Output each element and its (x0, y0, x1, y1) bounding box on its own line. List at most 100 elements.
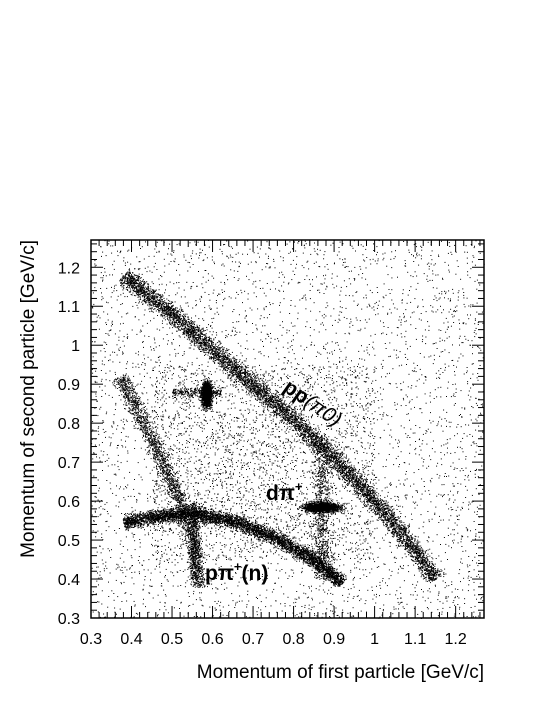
scatter-point (422, 440, 424, 442)
scatter-point (348, 458, 350, 460)
scatter-point (259, 441, 261, 443)
scatter-point (410, 275, 412, 277)
scatter-point (312, 538, 314, 540)
scatter-point (225, 450, 227, 452)
scatter-point (105, 561, 107, 563)
scatter-point (216, 484, 218, 486)
scatter-point (94, 496, 96, 498)
scatter-point (460, 538, 462, 540)
scatter-point (453, 310, 455, 312)
scatter-point (474, 556, 476, 558)
scatter-point (465, 467, 467, 469)
scatter-point (436, 396, 438, 398)
scatter-point (346, 490, 348, 492)
scatter-point (365, 569, 367, 571)
scatter-point (190, 456, 192, 458)
scatter-point (202, 540, 203, 542)
scatter-point (161, 283, 163, 285)
scatter-point (133, 616, 135, 618)
scatter-point (152, 311, 154, 313)
scatter-point (453, 315, 455, 317)
scatter-point (219, 248, 221, 250)
scatter-point (103, 421, 105, 423)
scatter-point (350, 403, 352, 405)
scatter-point (245, 533, 247, 535)
scatter-point (247, 594, 249, 596)
scatter-point (187, 261, 189, 263)
scatter-point (338, 318, 340, 320)
scatter-point (103, 311, 105, 313)
scatter-point (237, 417, 239, 419)
scatter-point (101, 389, 103, 391)
scatter-point (474, 470, 476, 471)
scatter-point (357, 405, 358, 407)
scatter-point (227, 374, 229, 376)
scatter-point (130, 294, 132, 295)
scatter-point (444, 587, 446, 589)
scatter-point (180, 382, 182, 384)
scatter-point (138, 526, 140, 528)
scatter-point (357, 366, 358, 367)
scatter-point (232, 247, 233, 249)
scatter-point (350, 542, 351, 544)
scatter-point (237, 433, 239, 435)
scatter-point (280, 519, 282, 521)
scatter-point (427, 541, 429, 543)
scatter-point (412, 496, 413, 498)
scatter-point (100, 577, 102, 578)
scatter-point (205, 509, 207, 511)
scatter-point (414, 432, 416, 434)
scatter-point (135, 612, 137, 614)
scatter-point (225, 275, 227, 276)
scatter-point (416, 255, 418, 257)
scatter-point (344, 527, 345, 529)
scatter-point (219, 605, 221, 607)
scatter-point (232, 569, 234, 571)
scatter-point (107, 548, 109, 550)
scatter-point (291, 345, 293, 346)
scatter-point (214, 313, 216, 315)
scatter-point (333, 287, 335, 289)
scatter-point (389, 293, 391, 294)
scatter-point (236, 503, 238, 504)
scatter-point (367, 407, 369, 409)
scatter-point (382, 332, 384, 334)
scatter-point (399, 464, 400, 465)
scatter-point (405, 473, 407, 475)
scatter-point (323, 275, 324, 277)
scatter-point (167, 457, 169, 458)
scatter-point (323, 317, 325, 319)
scatter-point (116, 299, 118, 301)
scatter-point (135, 366, 137, 368)
scatter-point (482, 488, 484, 490)
scatter-point (305, 593, 307, 595)
scatter-point (109, 354, 111, 356)
scatter-point (212, 488, 214, 490)
scatter-point (169, 529, 171, 531)
scatter-point (399, 565, 401, 567)
scatter-point (216, 535, 217, 537)
scatter-point (99, 571, 101, 573)
scatter-point (218, 293, 219, 295)
scatter-point (355, 387, 357, 389)
scatter-point (415, 257, 417, 259)
scatter-point (453, 501, 455, 503)
scatter-point (399, 483, 401, 485)
scatter-point (182, 480, 184, 482)
scatter-point (179, 336, 181, 338)
scatter-point (254, 369, 256, 371)
scatter-point (301, 404, 303, 406)
scatter-point (334, 391, 336, 393)
scatter-point (417, 306, 419, 308)
scatter-point (330, 549, 331, 551)
scatter-point (332, 499, 334, 501)
scatter-point (389, 355, 391, 357)
scatter-point (464, 251, 466, 253)
scatter-point (216, 588, 218, 590)
scatter-point (458, 357, 460, 359)
scatter-point (247, 298, 249, 300)
scatter-point (240, 398, 242, 400)
scatter-point (363, 297, 365, 299)
scatter-point (445, 291, 447, 293)
scatter-point (469, 277, 471, 279)
